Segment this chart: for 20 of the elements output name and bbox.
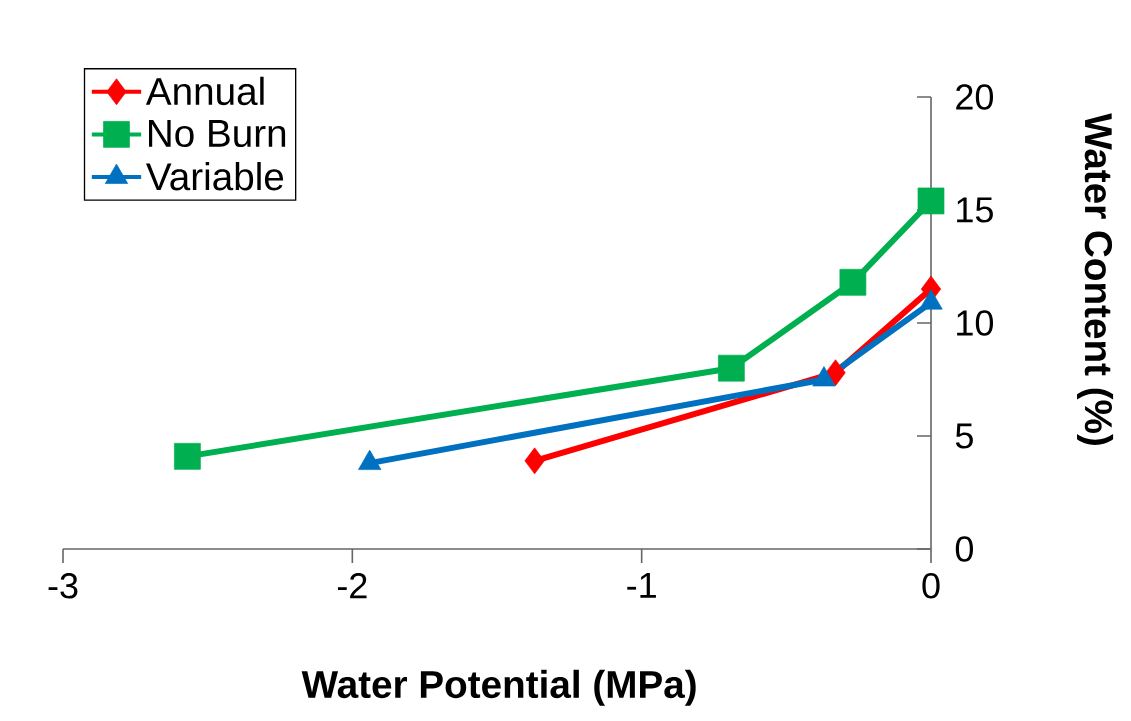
y-tick-label: 15 — [957, 197, 993, 223]
point — [917, 187, 945, 215]
point — [718, 354, 745, 382]
x-tick-label: -3 — [48, 573, 78, 599]
y-tick-label: 0 — [955, 536, 973, 562]
legend-label: No Burn — [149, 120, 286, 148]
y-tick-label: 5 — [955, 423, 973, 449]
x-tick-label: 0 — [922, 573, 940, 599]
point — [839, 268, 867, 296]
point — [825, 359, 846, 387]
y-tick-label: 20 — [956, 84, 994, 110]
y-tick-label: 10 — [957, 310, 994, 336]
legend-label: Annual — [145, 76, 264, 106]
x-tick-label: -1 — [627, 573, 656, 598]
x-axis-title: Water Potential (MPa) — [301, 669, 696, 706]
legend-label: Variable — [145, 162, 284, 191]
point — [524, 447, 545, 475]
point — [174, 443, 201, 470]
x-tick-label: -2 — [337, 573, 367, 599]
y-axis-title: Water Content (%) — [1077, 113, 1114, 445]
